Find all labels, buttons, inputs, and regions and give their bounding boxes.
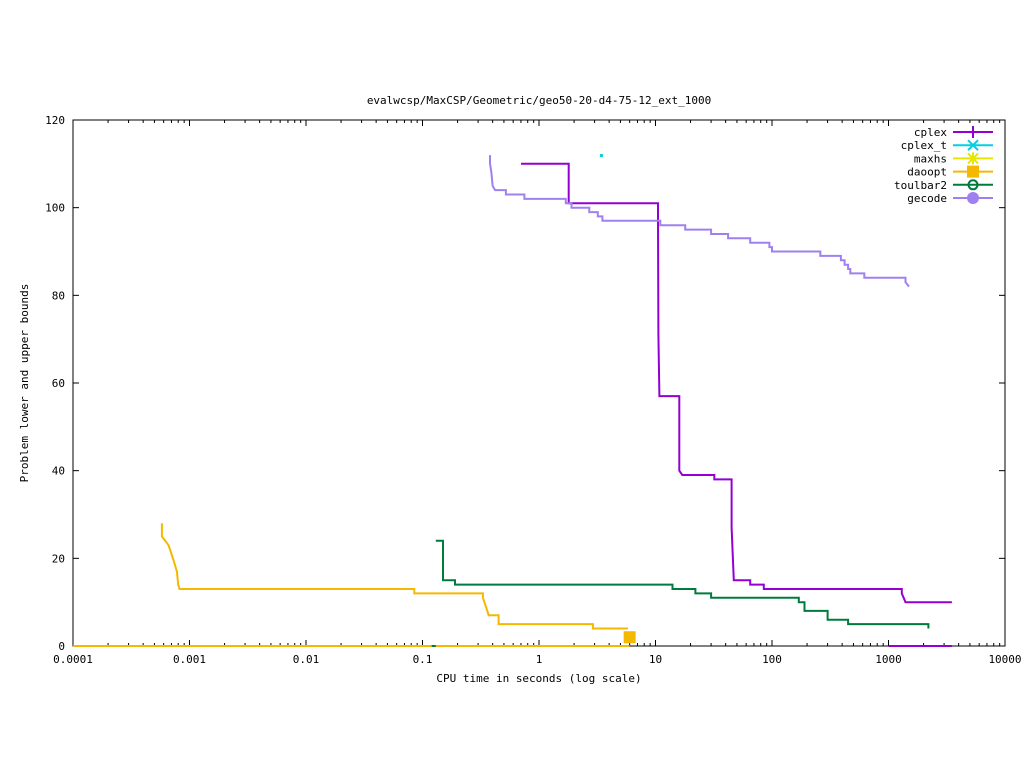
- legend-label-toulbar2: toulbar2: [894, 179, 947, 192]
- y-tick-label: 20: [52, 552, 65, 565]
- series-cplex-t-point: [599, 154, 603, 158]
- x-tick-label: 10000: [988, 653, 1021, 666]
- x-tick-label: 0.0001: [53, 653, 93, 666]
- series-gecode-upper-bound: [489, 155, 910, 288]
- y-axis-label: Problem lower and upper bounds: [18, 284, 31, 483]
- x-tick-label: 0.01: [293, 653, 320, 666]
- legend-marker-daoopt: [967, 165, 979, 178]
- y-tick-label: 0: [58, 640, 65, 653]
- chart-title: evalwcsp/MaxCSP/Geometric/geo50-20-d4-75…: [367, 94, 711, 107]
- x-axis-label: CPU time in seconds (log scale): [436, 672, 641, 685]
- legend-label-cplex-t: cplex_t: [901, 139, 947, 152]
- legend-label-cplex: cplex: [914, 126, 947, 139]
- x-tick-label: 0.001: [173, 653, 206, 666]
- y-tick-label: 100: [45, 202, 65, 215]
- legend-marker-maxhs: [967, 152, 979, 165]
- series-daoopt-end-marker: [623, 631, 636, 644]
- y-tick-label: 60: [52, 377, 65, 390]
- x-tick-label: 100: [762, 653, 782, 666]
- y-tick-label: 120: [45, 114, 65, 127]
- series-cplex-upper-bound: [521, 162, 952, 604]
- legend-label-gecode: gecode: [907, 192, 947, 205]
- legend-marker-gecode: [967, 192, 979, 204]
- x-tick-label: 1000: [875, 653, 902, 666]
- x-tick-label: 1: [536, 653, 543, 666]
- legend-marker-cplex-t: [967, 139, 979, 151]
- legend-marker-toulbar2: [967, 179, 979, 191]
- series-layer: [73, 154, 952, 647]
- series-daoopt-upper-bound: [160, 523, 628, 630]
- legend-label-maxhs: maxhs: [914, 152, 947, 165]
- x-tick-label: 10: [649, 653, 662, 666]
- legend-label-daoopt: daoopt: [907, 166, 947, 179]
- x-tick-label: 0.1: [413, 653, 433, 666]
- y-axis-ticks: 0 20 40 60 80 100 120: [45, 114, 1005, 653]
- series-toulbar2-upper-bound: [435, 539, 930, 629]
- y-tick-label: 40: [52, 465, 65, 478]
- y-tick-label: 80: [52, 289, 65, 302]
